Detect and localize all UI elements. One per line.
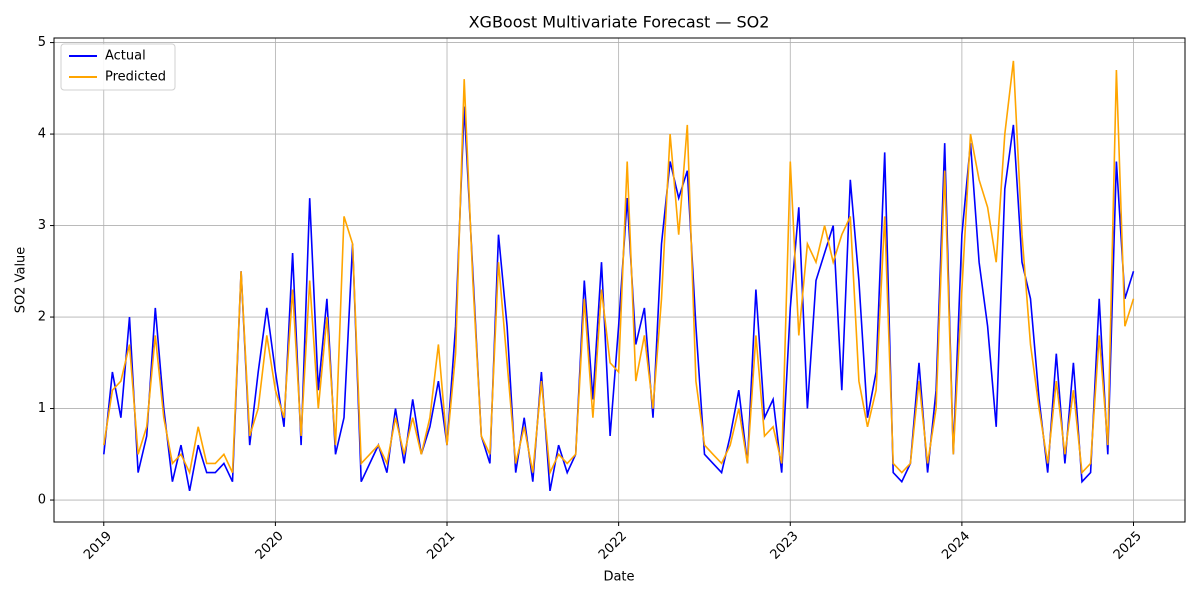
y-tick-label: 4 <box>38 127 46 142</box>
y-tick-label: 3 <box>38 218 46 233</box>
data-line <box>103 60 1135 476</box>
x-tick-label: 2025 <box>1111 529 1145 563</box>
chart-title: XGBoost Multivariate Forecast — SO2 <box>469 13 770 32</box>
y-tick-label: 0 <box>38 493 46 508</box>
legend-label: Predicted <box>105 70 166 85</box>
y-tick-label: 5 <box>38 35 46 50</box>
plot-frame <box>53 37 1186 523</box>
x-tick-label: 2022 <box>596 529 630 563</box>
x-tick-label: 2023 <box>768 529 802 563</box>
data-line <box>103 106 1135 492</box>
x-tick-label: 2021 <box>424 529 458 563</box>
x-axis-label: Date <box>603 570 634 585</box>
legend-label: Actual <box>105 49 146 64</box>
x-tick-label: 2020 <box>253 529 287 563</box>
y-tick-label: 1 <box>38 401 46 416</box>
x-tick-label: 2019 <box>81 529 115 563</box>
y-tick-label: 2 <box>38 310 46 325</box>
y-axis-label: SO2 Value <box>14 247 29 314</box>
x-tick-label: 2024 <box>939 529 973 563</box>
